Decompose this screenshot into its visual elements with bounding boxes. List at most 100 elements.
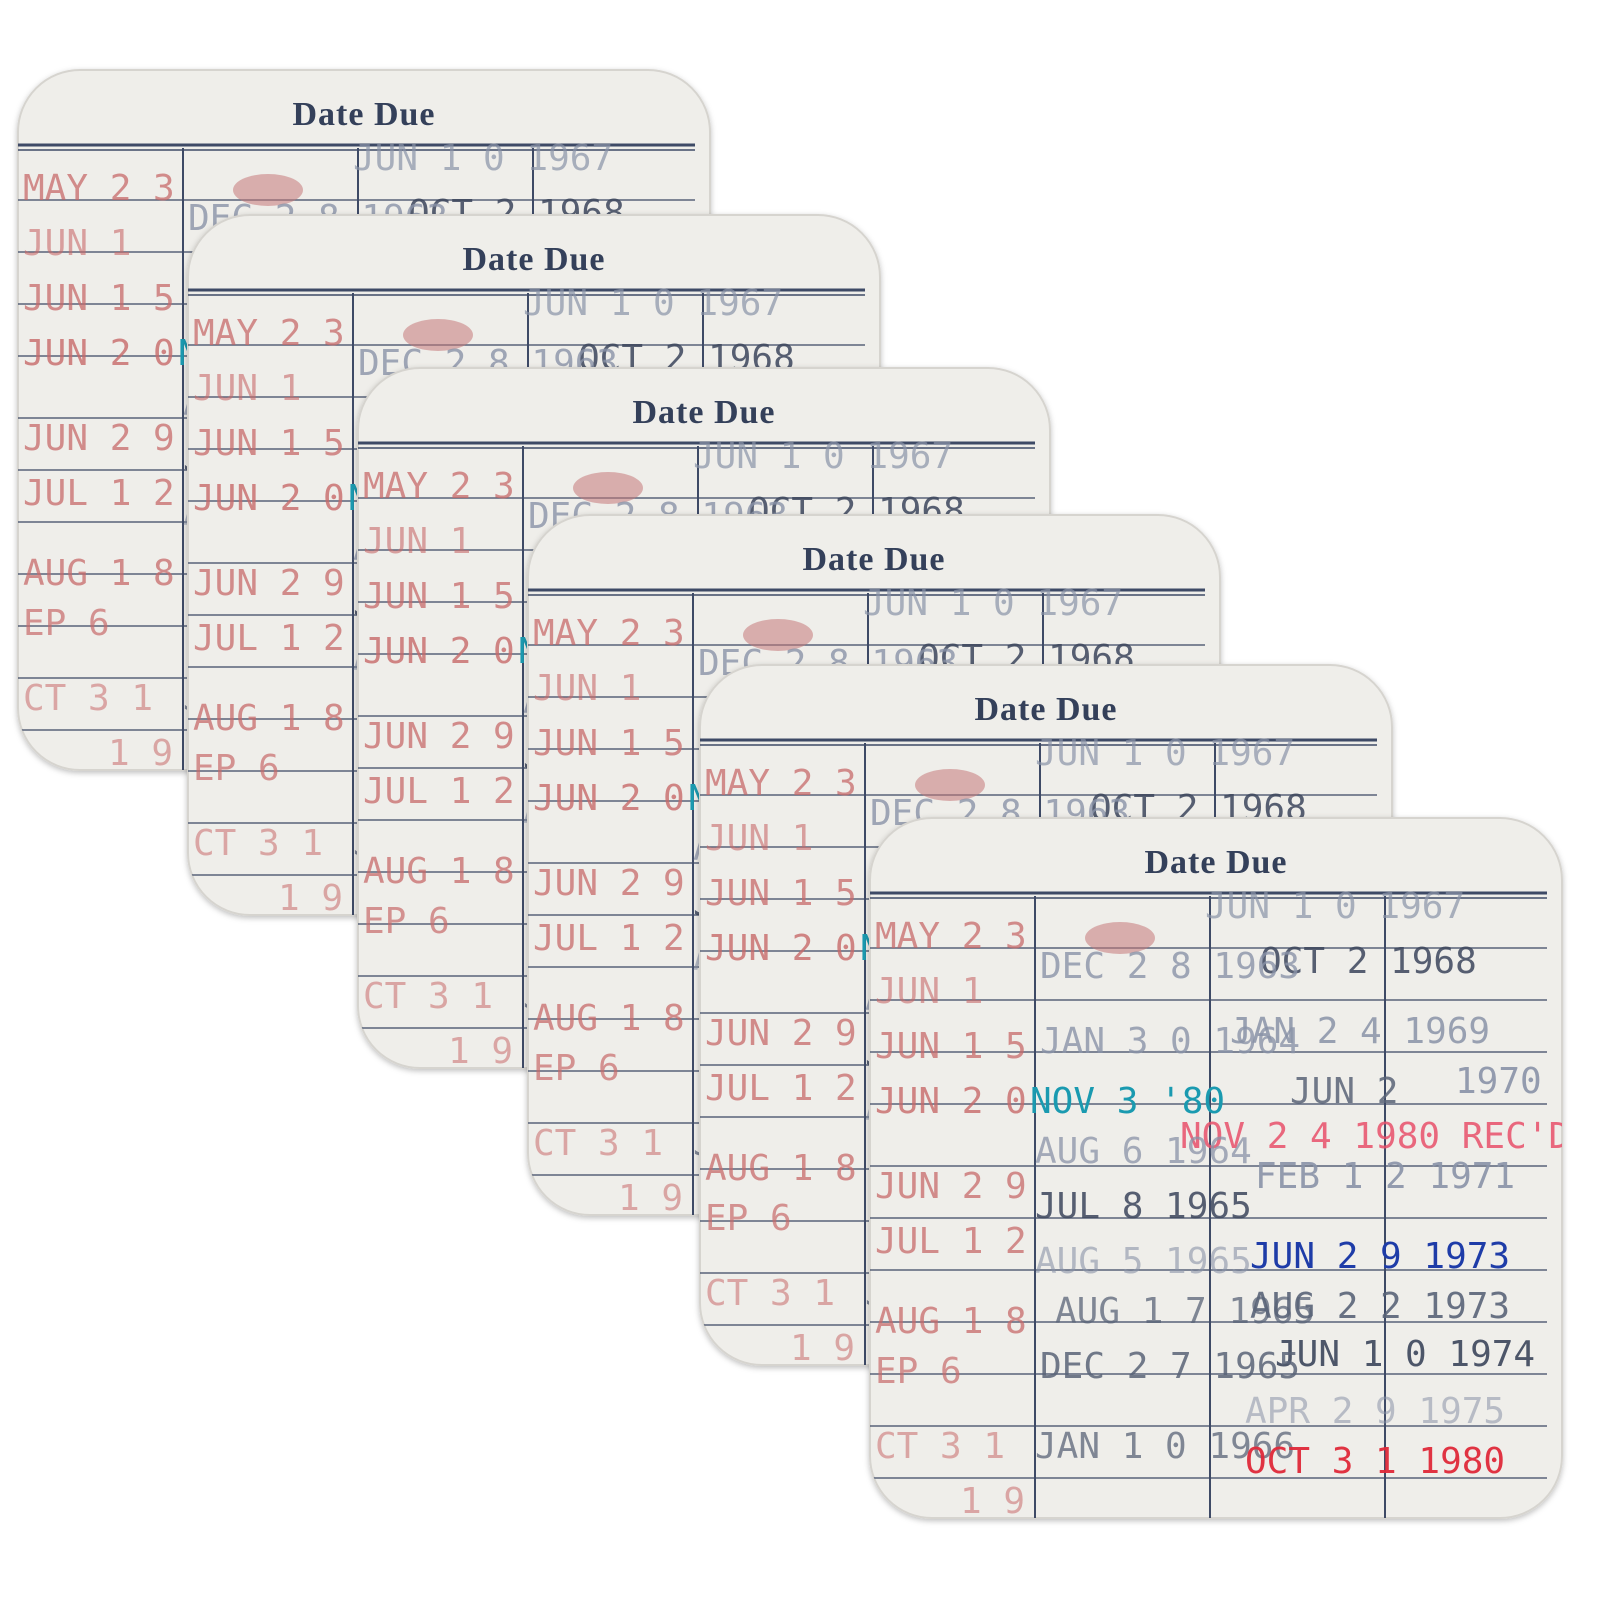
date-stamp: JUL 1 2 (23, 473, 175, 514)
date-stamp: JUL 8 1965 (1035, 1186, 1252, 1227)
date-stamp: JUN 1 (23, 223, 131, 264)
date-stamp: JUN 2 9 (23, 418, 175, 459)
date-stamp: EP 6 (533, 1048, 620, 1089)
date-stamp: CT 3 1 (363, 976, 493, 1017)
date-stamp: CT 3 1 (23, 678, 153, 719)
date-stamp: JUN 2 9 (875, 1166, 1027, 1207)
date-stamp: 1 9 (960, 1481, 1025, 1522)
date-stamp: JUL 1 2 (705, 1068, 857, 1109)
date-stamp: JUN 1 5 (705, 873, 857, 914)
date-stamp: EP 6 (23, 603, 110, 644)
date-stamp: CT 3 1 (705, 1273, 835, 1314)
date-stamp: JUN 2 9 (193, 563, 345, 604)
ink-smudge (403, 319, 473, 351)
ink-smudge (915, 769, 985, 801)
date-stamp: APR 2 9 1975 (1245, 1391, 1505, 1432)
date-stamp: JUN 2 0 (705, 928, 857, 969)
date-stamp: JAN 2 4 1969 (1230, 1011, 1490, 1052)
date-stamp: 1970 (1455, 1061, 1542, 1102)
date-stamp: AUG 1 8 (363, 851, 515, 892)
card-title: Date Due (1144, 844, 1287, 881)
date-stamp: OCT 2 1968 (1260, 941, 1477, 982)
date-stamp: JUN 2 9 (533, 863, 685, 904)
date-stamp: JUN 1 (193, 368, 301, 409)
date-stamp: 1 9 (448, 1031, 513, 1072)
ink-smudge (573, 472, 643, 504)
date-stamp: EP 6 (705, 1198, 792, 1239)
card-title: Date Due (462, 241, 605, 278)
date-stamp: JUN 1 0 1967 (1035, 733, 1295, 774)
date-stamp: FEB 1 2 1971 (1255, 1156, 1515, 1197)
date-stamp: AUG 2 2 1973 (1250, 1286, 1510, 1327)
date-stamp: CT 3 1 (875, 1426, 1005, 1467)
date-stamp: DEC 2 8 1963 (1040, 946, 1300, 987)
date-stamp: AUG 5 1965 (1035, 1241, 1252, 1282)
date-stamp: JUN 1 5 (193, 423, 345, 464)
date-stamp: AUG 1 8 (193, 698, 345, 739)
date-stamp: EP 6 (363, 901, 450, 942)
date-stamp: JUL 1 2 (193, 618, 345, 659)
card-title: Date Due (292, 96, 435, 133)
date-stamp: AUG 1 8 (705, 1148, 857, 1189)
date-stamp: OCT 3 1 1980 (1245, 1441, 1505, 1482)
date-stamp: JUN 2 0 (193, 478, 345, 519)
date-stamp: MAY 2 3 (533, 613, 685, 654)
date-stamp: JUN 1 0 1967 (693, 436, 953, 477)
date-stamp: JUN 1 0 1967 (863, 583, 1123, 624)
coaster: Date Due MAY 2 3 JUN 1 JUN 1 5 JUN 2 0 JUN 2 … (869, 817, 1570, 1522)
coaster-face (869, 817, 1563, 1519)
date-stamp: MAY 2 3 (875, 916, 1027, 957)
date-stamp: JUN 2 0 (363, 631, 515, 672)
date-stamp: JUN 1 (875, 971, 983, 1012)
date-stamp: MAY 2 3 (193, 313, 345, 354)
date-stamp: JUN 2 0 (875, 1081, 1027, 1122)
date-stamp: MAY 2 3 (363, 466, 515, 507)
date-stamp: MAY 2 3 (705, 763, 857, 804)
date-stamp: JUL 1 2 (875, 1221, 1027, 1262)
date-stamp: JUN 1 0 1967 (523, 283, 783, 324)
date-stamp: JUN 1 5 (363, 576, 515, 617)
date-stamp: CT 3 1 (533, 1123, 663, 1164)
date-stamp: JUN 2 9 (363, 716, 515, 757)
ink-smudge (743, 619, 813, 651)
date-stamp: 1 9 (790, 1328, 855, 1369)
date-stamp: JUL 1 2 (533, 918, 685, 959)
ink-smudge (1085, 922, 1155, 954)
date-stamp: DEC 2 7 1965 (1040, 1346, 1300, 1387)
date-stamp: JUN 2 (1290, 1071, 1398, 1112)
card-content: Date Due MAY 2 3 JUN 1 JUN 1 5 JUN 2 0 JUN 2 … (870, 844, 1570, 1522)
card-title: Date Due (802, 541, 945, 578)
date-stamp: JAN 3 0 1964 (1040, 1021, 1300, 1062)
date-stamp: 1 9 (108, 733, 173, 774)
date-stamp: JUN 2 9 (705, 1013, 857, 1054)
date-stamp: EP 6 (193, 748, 280, 789)
date-stamp: EP 6 (875, 1351, 962, 1392)
date-stamp: JUN 1 5 (533, 723, 685, 764)
date-stamp: AUG 1 8 (23, 553, 175, 594)
date-stamp: JUN 1 (705, 818, 813, 859)
date-stamp: NOV 2 4 1980 REC'D (1180, 1116, 1570, 1157)
date-stamp: 1 9 (278, 878, 343, 919)
card-title: Date Due (974, 691, 1117, 728)
date-stamp: AUG 1 8 (875, 1301, 1027, 1342)
date-stamp: JUL 1 2 (363, 771, 515, 812)
date-stamp: CT 3 1 (193, 823, 323, 864)
date-stamp: JUN 1 0 1967 (353, 138, 613, 179)
date-stamp: JUN 1 0 1967 (1205, 886, 1465, 927)
date-stamp: NOV 3 '80 (1030, 1081, 1225, 1122)
date-stamp: JUN 2 0 (533, 778, 685, 819)
date-stamp: JUN 2 0 (23, 333, 175, 374)
date-stamp: MAY 2 3 (23, 168, 175, 209)
date-stamp: JUN 1 (363, 521, 471, 562)
date-stamp: JUN 1 5 (875, 1026, 1027, 1067)
ink-smudge (233, 174, 303, 206)
date-stamp: AUG 1 8 (533, 998, 685, 1039)
date-stamp: JUN 2 9 1973 (1250, 1236, 1510, 1277)
date-stamp: JUN 1 (533, 668, 641, 709)
date-stamp: 1 9 (618, 1178, 683, 1219)
date-stamp: JUN 1 0 1974 (1275, 1334, 1535, 1375)
date-stamp: AUG 6 1964 (1035, 1131, 1252, 1172)
date-stamp: JUN 1 5 (23, 278, 175, 319)
